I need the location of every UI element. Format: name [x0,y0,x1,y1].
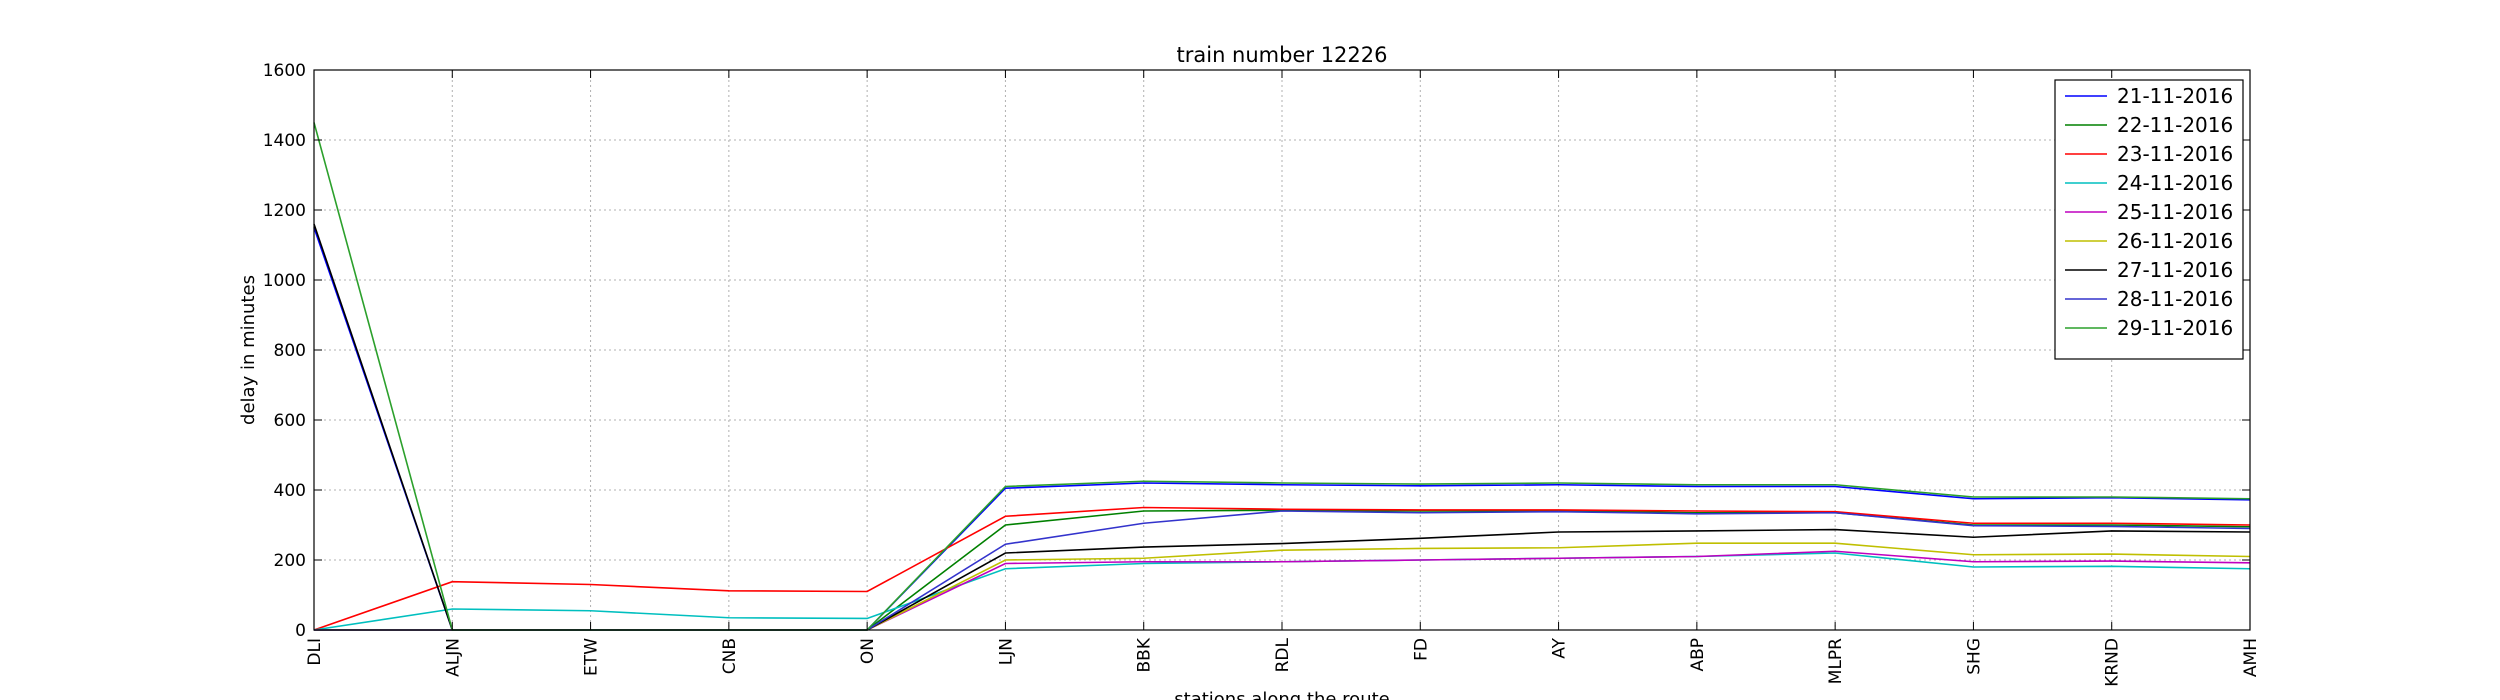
legend-box [2054,79,2244,360]
x-tick-label: RDL [1273,637,1293,672]
y-tick-label: 600 [274,411,306,431]
legend-label: 29-11-2016 [2117,316,2233,340]
y-tick-label: 400 [274,481,306,501]
y-axis-ticks: 0 200 400 600 800 1000 1200 1400 1600 [263,61,2250,641]
x-tick-label: BBK [1135,637,1155,672]
y-tick-label: 1600 [263,61,306,81]
grid [314,70,2250,630]
x-tick-label: ABP [1688,638,1708,672]
legend-label: 22-11-2016 [2117,113,2233,137]
x-tick-label: ALJN [443,638,463,677]
y-tick-label: 200 [274,551,306,571]
y-tick-label: 1400 [263,131,306,151]
legend-label: 26-11-2016 [2117,229,2233,253]
y-tick-label: 1000 [263,271,306,291]
x-tick-label: SHG [1964,638,1984,675]
x-tick-label: ON [858,638,878,664]
x-tick-label: KRND [2103,638,2123,687]
series-line-3 [313,506,2251,631]
x-tick-label: FD [1411,638,1431,661]
y-tick-label: 1200 [263,201,306,221]
legend-label: 28-11-2016 [2117,287,2233,311]
x-tick-label: AMH [2241,638,2261,677]
x-tick-label: DLI [305,638,325,666]
y-tick-label: 800 [274,341,306,361]
chart-title: train number 12226 [1177,43,1388,67]
x-axis-title: stations along the route [1174,689,1389,700]
legend: 21-11-2016 22-11-2016 23-11-2016 24-11-2016… [2054,79,2244,360]
x-tick-label: AY [1550,637,1570,658]
legend-label: 24-11-2016 [2117,171,2233,195]
legend-label: 23-11-2016 [2117,142,2233,166]
series-line-1 [313,227,2251,631]
x-tick-label: MLPR [1826,638,1846,684]
y-axis-title: delay in minutes [238,275,259,425]
x-tick-label: ETW [582,638,602,676]
x-axis-ticks: DLI ALJN ETW CNB ON LJN BBK RDL FD AY ABP MLPR SHG KR… [305,70,2261,687]
x-tick-label: LJN [996,638,1016,665]
legend-label: 21-11-2016 [2117,84,2233,108]
x-tick-label: CNB [720,638,740,674]
y-tick-label: 0 [295,621,306,641]
legend-label: 25-11-2016 [2117,200,2233,224]
legend-label: 27-11-2016 [2117,258,2233,282]
